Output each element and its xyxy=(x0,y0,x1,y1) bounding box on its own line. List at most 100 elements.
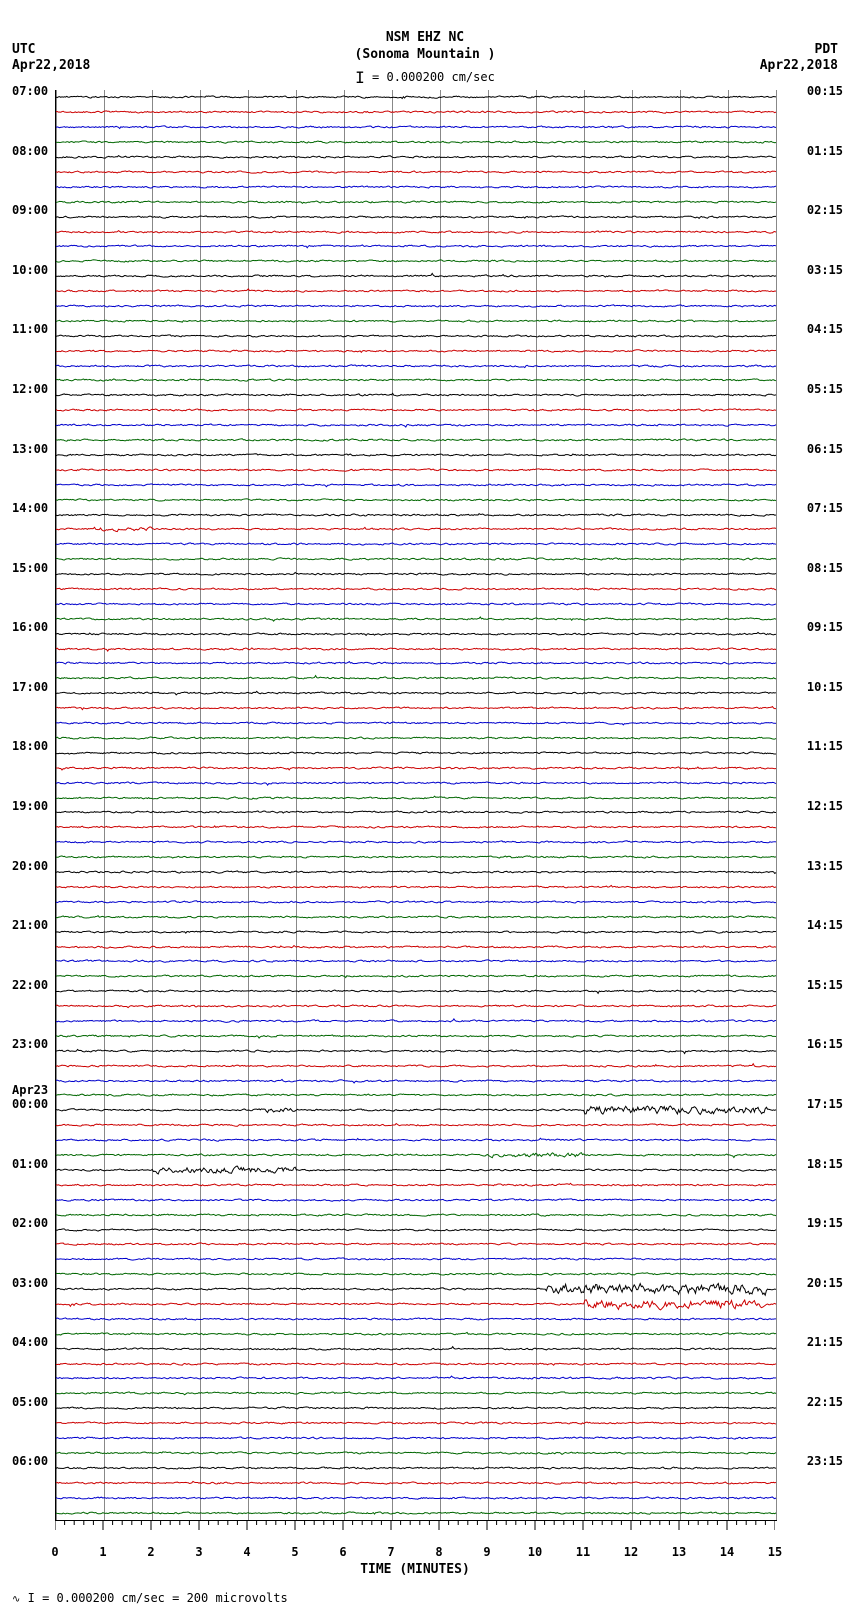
tz-left-date: Apr22,2018 xyxy=(12,58,90,74)
seismic-trace xyxy=(56,1208,776,1222)
seismic-trace xyxy=(56,373,776,387)
tz-left-label: UTC xyxy=(12,42,90,58)
seismic-trace xyxy=(56,1297,776,1311)
time-label-right: 15:15 xyxy=(807,978,843,992)
time-label-left: 21:00 xyxy=(12,918,48,932)
seismic-trace xyxy=(56,1431,776,1445)
seismic-trace xyxy=(56,1118,776,1132)
seismic-trace xyxy=(56,656,776,670)
time-label-left: 12:00 xyxy=(12,382,48,396)
seismic-trace xyxy=(56,731,776,745)
seismic-trace xyxy=(56,582,776,596)
seismic-trace xyxy=(56,597,776,611)
x-tick-label: 11 xyxy=(576,1545,590,1559)
time-label-right: 17:15 xyxy=(807,1097,843,1111)
scale-marker: I = 0.000200 cm/sec xyxy=(0,68,850,87)
seismic-trace xyxy=(56,180,776,194)
gridline-vertical xyxy=(776,90,777,1520)
seismogram-container: NSM EHZ NC (Sonoma Mountain ) I = 0.0002… xyxy=(0,0,850,1613)
time-label-left: 04:00 xyxy=(12,1335,48,1349)
x-tick-label: 0 xyxy=(51,1545,58,1559)
seismic-trace xyxy=(56,567,776,581)
time-label-left: 17:00 xyxy=(12,680,48,694)
time-label-left: 16:00 xyxy=(12,620,48,634)
seismic-trace xyxy=(56,1074,776,1088)
x-axis: TIME (MINUTES) 0123456789101112131415 xyxy=(55,1520,775,1580)
seismic-trace xyxy=(56,612,776,626)
seismic-trace xyxy=(56,120,776,134)
seismic-trace xyxy=(56,1088,776,1102)
seismic-trace xyxy=(56,210,776,224)
seismic-trace xyxy=(56,910,776,924)
seismic-trace xyxy=(56,1357,776,1371)
time-label-right: 07:15 xyxy=(807,501,843,515)
seismic-trace xyxy=(56,850,776,864)
time-label-left: 06:00 xyxy=(12,1454,48,1468)
seismic-trace xyxy=(56,1282,776,1296)
seismic-trace xyxy=(56,522,776,536)
seismic-trace xyxy=(56,1371,776,1385)
time-label-left: 11:00 xyxy=(12,322,48,336)
timezone-left: UTC Apr22,2018 xyxy=(12,42,90,73)
seismic-trace xyxy=(56,642,776,656)
time-label-right: 06:15 xyxy=(807,442,843,456)
time-label-right: 20:15 xyxy=(807,1276,843,1290)
x-tick-label: 14 xyxy=(720,1545,734,1559)
x-tick-label: 10 xyxy=(528,1545,542,1559)
time-label-right: 11:15 xyxy=(807,739,843,753)
seismic-trace xyxy=(56,835,776,849)
time-label-left: 08:00 xyxy=(12,144,48,158)
seismic-trace xyxy=(56,805,776,819)
seismic-trace xyxy=(56,1044,776,1058)
seismic-trace xyxy=(56,1252,776,1266)
time-label-right: 04:15 xyxy=(807,322,843,336)
time-label-left: 05:00 xyxy=(12,1395,48,1409)
seismic-trace xyxy=(56,1059,776,1073)
seismic-trace xyxy=(56,1193,776,1207)
x-axis-ticks xyxy=(55,1520,775,1545)
seismic-trace xyxy=(56,254,776,268)
seismic-trace xyxy=(56,344,776,358)
time-label-right: 09:15 xyxy=(807,620,843,634)
time-label-right: 05:15 xyxy=(807,382,843,396)
seismic-trace xyxy=(56,150,776,164)
seismic-trace xyxy=(56,746,776,760)
time-label-left: 22:00 xyxy=(12,978,48,992)
seismic-trace xyxy=(56,508,776,522)
seismic-trace xyxy=(56,791,776,805)
time-label-right: 00:15 xyxy=(807,84,843,98)
seismic-trace xyxy=(56,1267,776,1281)
time-label-right: 08:15 xyxy=(807,561,843,575)
seismic-trace xyxy=(56,1103,776,1117)
x-tick-label: 12 xyxy=(624,1545,638,1559)
x-tick-label: 1 xyxy=(99,1545,106,1559)
seismic-trace xyxy=(56,776,776,790)
seismic-trace xyxy=(56,1401,776,1415)
seismic-trace xyxy=(56,329,776,343)
seismic-trace xyxy=(56,195,776,209)
time-label-left: 00:00 xyxy=(12,1097,48,1111)
seismic-trace xyxy=(56,761,776,775)
time-label-left: 09:00 xyxy=(12,203,48,217)
time-label-left: 07:00 xyxy=(12,84,48,98)
seismic-trace xyxy=(56,1386,776,1400)
time-label-right: 01:15 xyxy=(807,144,843,158)
station-code: NSM EHZ NC xyxy=(0,30,850,47)
time-label-left: 13:00 xyxy=(12,442,48,456)
seismic-trace xyxy=(56,701,776,715)
time-label-left: 19:00 xyxy=(12,799,48,813)
time-label-right: 02:15 xyxy=(807,203,843,217)
time-label-left: 03:00 xyxy=(12,1276,48,1290)
x-tick-label: 13 xyxy=(672,1545,686,1559)
seismic-trace xyxy=(56,999,776,1013)
seismic-trace xyxy=(56,671,776,685)
seismic-trace xyxy=(56,1178,776,1192)
x-axis-title: TIME (MINUTES) xyxy=(55,1562,775,1577)
x-tick-label: 7 xyxy=(387,1545,394,1559)
time-label-left: 23:00 xyxy=(12,1037,48,1051)
time-label-right: 19:15 xyxy=(807,1216,843,1230)
seismic-trace xyxy=(56,299,776,313)
footer-marker: I xyxy=(20,1591,42,1605)
seismic-trace xyxy=(56,463,776,477)
time-label-right: 23:15 xyxy=(807,1454,843,1468)
